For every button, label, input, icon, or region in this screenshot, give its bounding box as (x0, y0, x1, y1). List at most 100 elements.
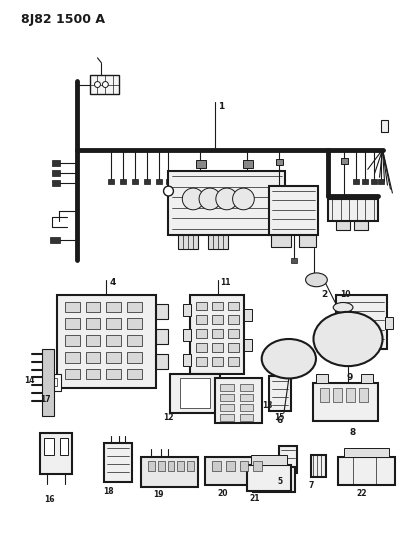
Bar (212, 302, 223, 310)
Bar (42, 349, 54, 416)
Bar (106, 335, 121, 346)
Bar (299, 236, 317, 247)
Bar (50, 237, 60, 244)
Text: 14: 14 (24, 376, 35, 385)
Bar (127, 335, 142, 346)
Circle shape (233, 188, 254, 210)
Bar (196, 357, 207, 366)
Bar (239, 414, 253, 421)
Bar (220, 404, 234, 411)
Bar (336, 221, 350, 230)
Bar (215, 378, 262, 423)
Bar (269, 186, 318, 236)
Bar (212, 329, 223, 338)
Bar (57, 295, 156, 389)
Bar (187, 461, 194, 471)
Bar (127, 352, 142, 362)
Text: 22: 22 (356, 489, 366, 498)
Bar (353, 179, 359, 184)
Bar (90, 75, 119, 94)
Text: 13: 13 (262, 401, 273, 410)
Bar (377, 179, 384, 184)
Text: 10: 10 (340, 289, 350, 298)
Bar (60, 438, 68, 455)
Bar (52, 180, 60, 186)
Bar (313, 383, 377, 421)
Bar (166, 179, 171, 184)
Bar (269, 376, 291, 411)
Bar (220, 394, 234, 401)
Bar (47, 374, 61, 391)
Text: 6: 6 (277, 416, 283, 425)
Ellipse shape (333, 303, 353, 312)
Bar (106, 369, 121, 379)
Bar (86, 369, 100, 379)
Text: 20: 20 (218, 489, 228, 498)
Text: 21: 21 (249, 494, 260, 503)
Circle shape (102, 82, 108, 87)
Bar (52, 171, 60, 176)
Bar (276, 159, 283, 165)
Bar (386, 317, 393, 329)
Circle shape (164, 186, 173, 196)
Circle shape (182, 188, 204, 210)
Bar (196, 343, 207, 352)
Text: 9: 9 (346, 373, 353, 382)
Bar (212, 357, 223, 366)
Bar (104, 442, 132, 482)
Bar (144, 179, 150, 184)
Bar (127, 318, 142, 329)
Bar (244, 310, 252, 321)
Bar (228, 357, 239, 366)
Text: 2: 2 (322, 289, 328, 298)
Bar (371, 179, 377, 184)
Bar (86, 352, 100, 362)
Bar (359, 389, 368, 402)
Circle shape (199, 188, 221, 210)
Bar (168, 461, 174, 471)
Ellipse shape (313, 312, 383, 366)
Bar (106, 302, 121, 312)
Bar (220, 384, 234, 391)
Bar (183, 329, 191, 341)
Text: 5: 5 (277, 477, 282, 486)
Ellipse shape (262, 339, 316, 378)
Bar (228, 329, 239, 338)
Bar (346, 389, 355, 402)
Ellipse shape (306, 273, 327, 287)
Bar (239, 404, 253, 411)
Bar (205, 457, 269, 485)
Bar (141, 457, 198, 487)
Bar (247, 465, 291, 491)
Bar (228, 343, 239, 352)
Bar (228, 302, 239, 310)
Bar (106, 352, 121, 362)
Bar (156, 329, 168, 344)
Bar (86, 302, 100, 312)
Bar (127, 302, 142, 312)
Bar (196, 160, 206, 168)
Text: 17: 17 (40, 395, 51, 404)
Bar (132, 179, 138, 184)
Text: 8: 8 (350, 428, 356, 437)
Bar (51, 378, 57, 386)
Bar (317, 374, 328, 383)
Text: 1: 1 (218, 102, 224, 111)
Bar (320, 389, 329, 402)
Bar (196, 302, 207, 310)
Bar (190, 295, 244, 374)
Text: 15: 15 (274, 413, 284, 422)
Bar (361, 374, 373, 383)
Bar (341, 158, 348, 164)
Circle shape (95, 82, 100, 87)
Bar (108, 179, 114, 184)
Bar (212, 343, 223, 352)
Bar (106, 318, 121, 329)
Text: 7: 7 (308, 481, 314, 490)
Bar (279, 446, 297, 473)
Bar (148, 461, 155, 471)
Text: 8J82 1500 A: 8J82 1500 A (20, 13, 104, 27)
Bar (127, 369, 142, 379)
Text: 11: 11 (220, 278, 230, 287)
Bar (220, 414, 234, 421)
